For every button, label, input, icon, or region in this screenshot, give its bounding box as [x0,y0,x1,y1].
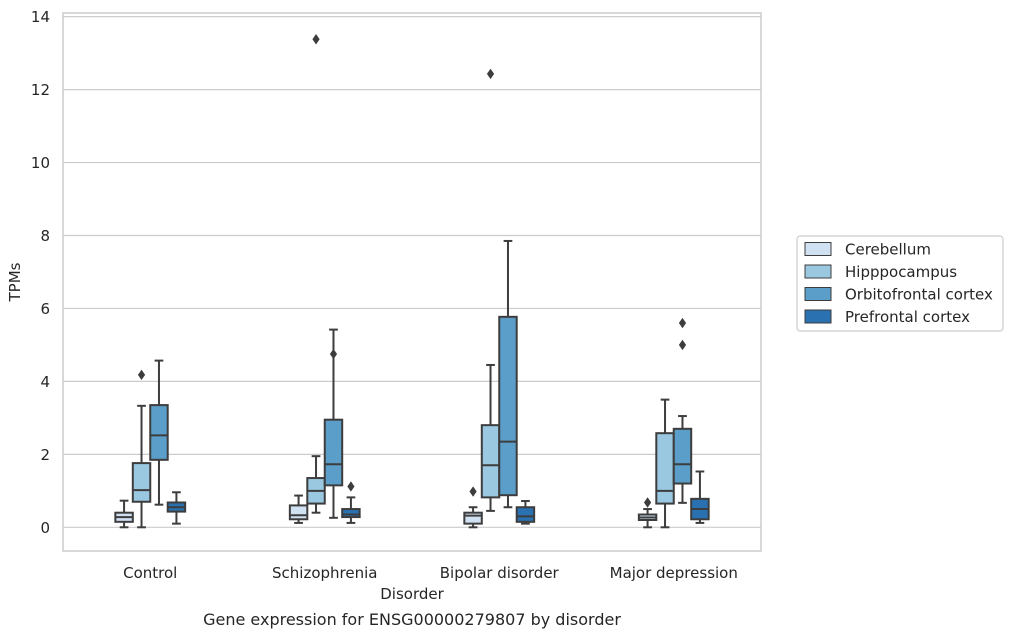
plot-frame [62,12,762,552]
y-axis-label: TPMs [6,262,24,302]
box-orbitofrontal-cortex [672,317,693,504]
outlier-point [347,481,355,492]
outlier-point [678,339,687,351]
y-tick-label: 10 [31,154,50,172]
legend-frame [796,235,1004,332]
box-cerebellum [114,499,134,529]
legend-swatch [804,287,832,301]
box-iqr [498,315,518,497]
box-prefrontal-cortex [515,500,536,525]
y-tick-labels: 0 2 4 6 8 10 12 14 [31,8,50,537]
x-tick-label: Major depression [610,564,738,582]
box-cerebellum [637,497,658,529]
y-tick-label: 2 [40,446,50,464]
y-tick-label: 14 [31,8,50,26]
box-hipppocampus [306,34,326,514]
x-tick-label: Schizophrenia [272,564,377,582]
box-orbitofrontal-cortex [498,239,518,509]
gridlines [63,16,761,528]
box-cerebellum [463,486,483,529]
box-iqr [480,424,501,499]
x-tick-labels: Control Schizophrenia Bipolar disorder Majo… [123,564,738,582]
y-tick-label: 8 [40,227,50,245]
box-iqr [655,432,675,505]
box-prefrontal-cortex [166,491,187,525]
legend-entry-label: Cerebellum [845,241,931,259]
y-tick-label: 6 [40,300,50,318]
legend-entry-label: Prefrontal cortex [845,308,970,326]
box-iqr [672,427,693,485]
outlier-point [678,317,687,329]
x-tick-label: Control [123,564,177,582]
x-axis-label: Disorder [380,585,444,603]
box-hipppocampus [131,369,152,529]
box-orbitofrontal-cortex [149,359,169,506]
box-iqr [131,462,152,503]
box-iqr [323,418,344,487]
y-tick-label: 0 [40,519,50,537]
legend-swatch [804,309,832,324]
box-orbitofrontal-cortex [323,328,344,519]
box-prefrontal-cortex [341,481,361,524]
chart-caption: Gene expression for ENSG00000279807 by d… [203,610,621,629]
box-hipppocampus [480,68,501,512]
outlier-point [137,369,146,381]
x-tick-label: Bipolar disorder [440,564,560,582]
y-tick-label: 12 [31,81,50,99]
legend-swatch [804,264,832,279]
y-tick-label: 4 [40,373,50,391]
box-iqr [341,508,361,519]
legend-entry-label: Orbitofrontal cortex [845,286,993,304]
legend: Cerebellum Hipppocampus Orbitofrontal cort… [796,235,1004,332]
legend-entry-label: Hipppocampus [845,263,957,281]
box-plots [114,34,710,529]
box-hipppocampus [655,398,675,529]
outlier-point [329,348,338,360]
outlier-point [643,497,652,508]
box-iqr [288,504,309,521]
box-prefrontal-cortex [690,470,710,524]
outlier-point [312,34,320,45]
outlier-point [469,486,477,497]
box-iqr [149,404,169,461]
outlier-point [486,68,495,80]
legend-swatch [804,242,832,256]
box-cerebellum [288,494,309,524]
box-iqr [515,506,536,523]
box-iqr [463,511,483,525]
